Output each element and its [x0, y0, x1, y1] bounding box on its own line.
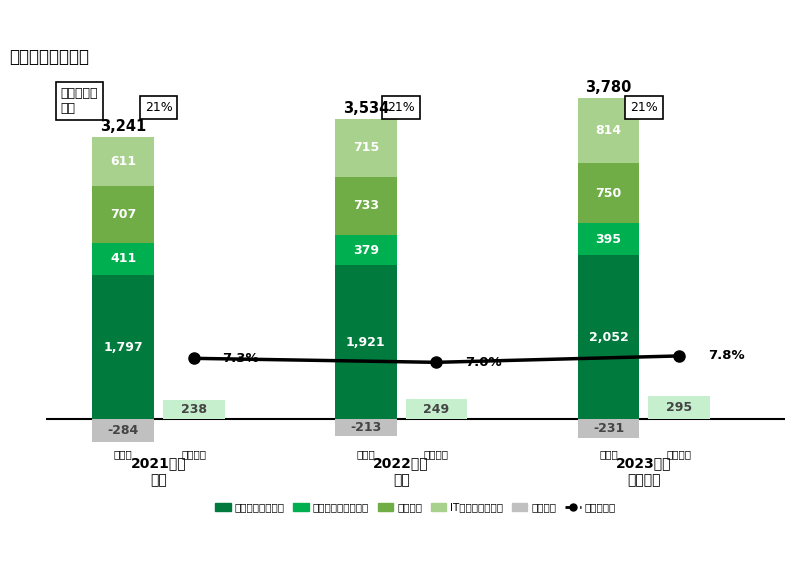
Bar [92, 186, 154, 242]
Bar [406, 399, 467, 419]
Bar [92, 242, 154, 276]
Text: 814: 814 [595, 125, 622, 137]
Text: 1,797: 1,797 [103, 341, 143, 354]
Legend: オートメーション, 社会ソリューション, 設備工事, ITソリューション, 連結調整, 営業利益率: オートメーション, 社会ソリューション, 設備工事, ITソリューション, 連結… [211, 498, 620, 517]
Text: 395: 395 [595, 233, 622, 246]
Text: 611: 611 [110, 155, 136, 168]
Bar [578, 164, 639, 223]
Text: 707: 707 [110, 208, 136, 221]
Text: 7.8%: 7.8% [708, 349, 745, 362]
Text: 21%: 21% [145, 101, 172, 114]
Text: 750: 750 [595, 187, 622, 200]
Text: 3,241: 3,241 [100, 119, 146, 134]
Bar [92, 276, 154, 419]
Bar [648, 396, 710, 419]
Text: -213: -213 [350, 421, 382, 434]
Text: 売上高: 売上高 [114, 449, 133, 459]
Bar [335, 235, 397, 266]
Text: 2023年度
経営計画: 2023年度 経営計画 [616, 456, 671, 487]
Text: -284: -284 [107, 424, 139, 437]
Text: 3,534: 3,534 [342, 101, 389, 116]
Bar [335, 419, 397, 436]
Bar [92, 137, 154, 186]
Text: 7.0%: 7.0% [465, 356, 502, 369]
Text: -231: -231 [593, 422, 624, 435]
Text: 733: 733 [353, 200, 379, 212]
Text: 2021年度
実績: 2021年度 実績 [130, 456, 186, 487]
Text: 379: 379 [353, 244, 379, 257]
Text: 295: 295 [666, 401, 692, 414]
Bar [335, 266, 397, 419]
Text: 業績推移（億円）: 業績推移（億円） [9, 48, 89, 66]
Bar [92, 419, 154, 442]
Text: 営業利益: 営業利益 [424, 449, 449, 459]
Text: 3,780: 3,780 [586, 80, 632, 95]
Bar [578, 99, 639, 164]
Text: 2022年度
実績: 2022年度 実績 [374, 456, 429, 487]
Text: 売上高: 売上高 [599, 449, 618, 459]
Text: 411: 411 [110, 252, 136, 266]
Bar [335, 119, 397, 176]
Text: 海外売上高
比率: 海外売上高 比率 [61, 87, 98, 115]
Text: 営業利益: 営業利益 [182, 449, 206, 459]
Bar [163, 400, 225, 419]
Text: 21%: 21% [630, 101, 658, 114]
Bar [578, 223, 639, 255]
Text: 1,921: 1,921 [346, 336, 386, 349]
Text: 249: 249 [423, 403, 450, 416]
Bar [335, 176, 397, 235]
Text: 7.3%: 7.3% [222, 352, 259, 365]
Text: 238: 238 [181, 403, 206, 416]
Text: 営業利益: 営業利益 [666, 449, 692, 459]
Text: 2,052: 2,052 [589, 331, 628, 343]
Bar [578, 419, 639, 437]
Bar [578, 255, 639, 419]
Text: 21%: 21% [387, 101, 415, 114]
Text: 715: 715 [353, 142, 379, 154]
Text: 売上高: 売上高 [357, 449, 375, 459]
